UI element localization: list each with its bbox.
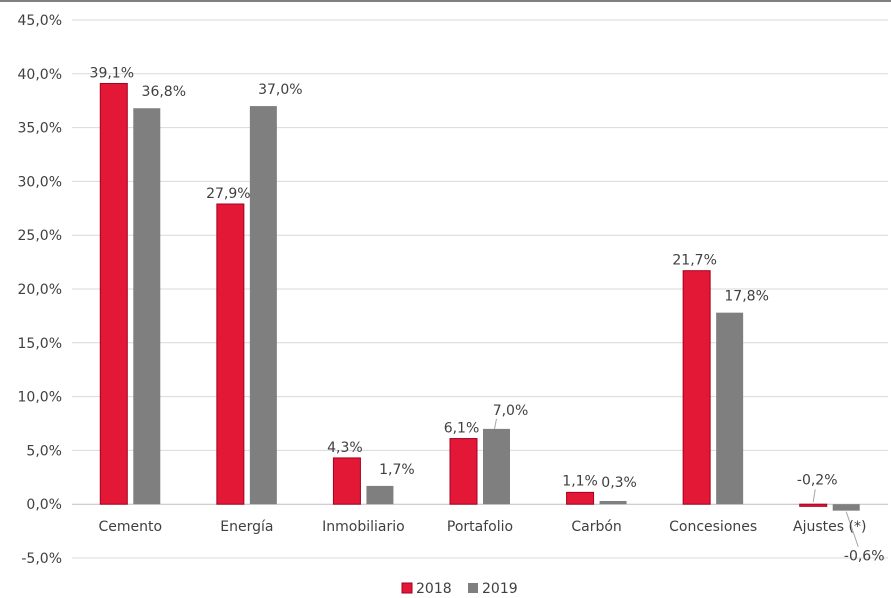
data-label: 21,7% bbox=[672, 253, 716, 269]
bar-2019-concesiones bbox=[716, 312, 744, 505]
data-label: 6,1% bbox=[444, 421, 480, 437]
category-label: Cemento bbox=[98, 519, 162, 535]
data-label: 37,0% bbox=[258, 82, 302, 98]
data-label: 17,8% bbox=[724, 289, 768, 305]
data-label: 39,1% bbox=[90, 65, 134, 81]
bar-2019-energ-a bbox=[249, 106, 277, 505]
y-tick-label: 25,0% bbox=[18, 228, 62, 244]
leader-line bbox=[494, 418, 497, 429]
data-label: 4,3% bbox=[327, 440, 363, 456]
category-label: Concesiones bbox=[669, 519, 757, 535]
bars bbox=[99, 82, 860, 511]
legend-swatch-2018 bbox=[401, 582, 413, 594]
bar-2019-inmobiliario bbox=[366, 485, 394, 505]
leader-line bbox=[845, 511, 859, 547]
data-label: -0,6% bbox=[844, 549, 885, 565]
bar-2018-inmobiliario bbox=[332, 457, 361, 505]
data-label: 0,3% bbox=[601, 475, 637, 491]
category-label: Portafolio bbox=[447, 519, 513, 535]
bar-2018-concesiones bbox=[682, 270, 711, 505]
bar-2019-ajustes- bbox=[832, 504, 860, 511]
y-tick-label: 15,0% bbox=[18, 336, 62, 352]
legend-label: 2018 bbox=[416, 581, 452, 597]
bar-2018-carb-n bbox=[566, 491, 595, 505]
y-axis: 45,0% 40,0% 35,0% 30,0% 25,0% 20,0% 15,0% 10,0%… bbox=[18, 13, 62, 567]
y-tick-label: -5,0% bbox=[21, 551, 62, 567]
data-label: -0,2% bbox=[797, 472, 838, 488]
y-tick-label: 0,0% bbox=[26, 497, 62, 513]
legend-swatch-2019 bbox=[468, 583, 478, 593]
category-label: Carbón bbox=[571, 519, 621, 535]
data-label: 36,8% bbox=[142, 84, 186, 100]
y-tick-label: 10,0% bbox=[18, 390, 62, 406]
data-labels: 39,1% 36,8% 27,9% 37,0% 4,3% 1,7% 6,1% 7,0% 1,1%… bbox=[90, 65, 885, 564]
gridlines bbox=[72, 19, 888, 559]
leader-lines bbox=[494, 418, 859, 547]
x-axis: Cemento Energía Inmobiliario Portafolio Carb… bbox=[98, 519, 866, 535]
y-tick-label: 35,0% bbox=[18, 121, 62, 137]
data-label: 27,9% bbox=[206, 186, 250, 202]
y-tick-label: 45,0% bbox=[18, 13, 62, 29]
bar-2018-portafolio bbox=[449, 438, 478, 505]
category-label: Energía bbox=[220, 519, 273, 535]
y-tick-label: 5,0% bbox=[26, 443, 62, 459]
bar-2019-cemento bbox=[133, 108, 161, 505]
category-label: Ajustes (*) bbox=[793, 519, 866, 535]
bar-2018-cemento bbox=[99, 82, 128, 505]
y-tick-label: 40,0% bbox=[18, 67, 62, 83]
leader-line bbox=[812, 489, 816, 503]
bar-2018-energ-a bbox=[216, 203, 245, 505]
y-tick-label: 20,0% bbox=[18, 282, 62, 298]
legend: 2018 2019 bbox=[401, 581, 518, 597]
data-label: 1,7% bbox=[379, 462, 415, 478]
bar-2018-ajustes- bbox=[799, 503, 828, 507]
data-label: 7,0% bbox=[493, 403, 529, 419]
bar-2019-portafolio bbox=[483, 428, 510, 505]
legend-label: 2019 bbox=[482, 581, 518, 597]
bar-2019-carb-n bbox=[599, 500, 627, 505]
category-label: Inmobiliario bbox=[322, 519, 405, 535]
data-label: 1,1% bbox=[562, 473, 598, 489]
y-tick-label: 30,0% bbox=[18, 174, 62, 190]
